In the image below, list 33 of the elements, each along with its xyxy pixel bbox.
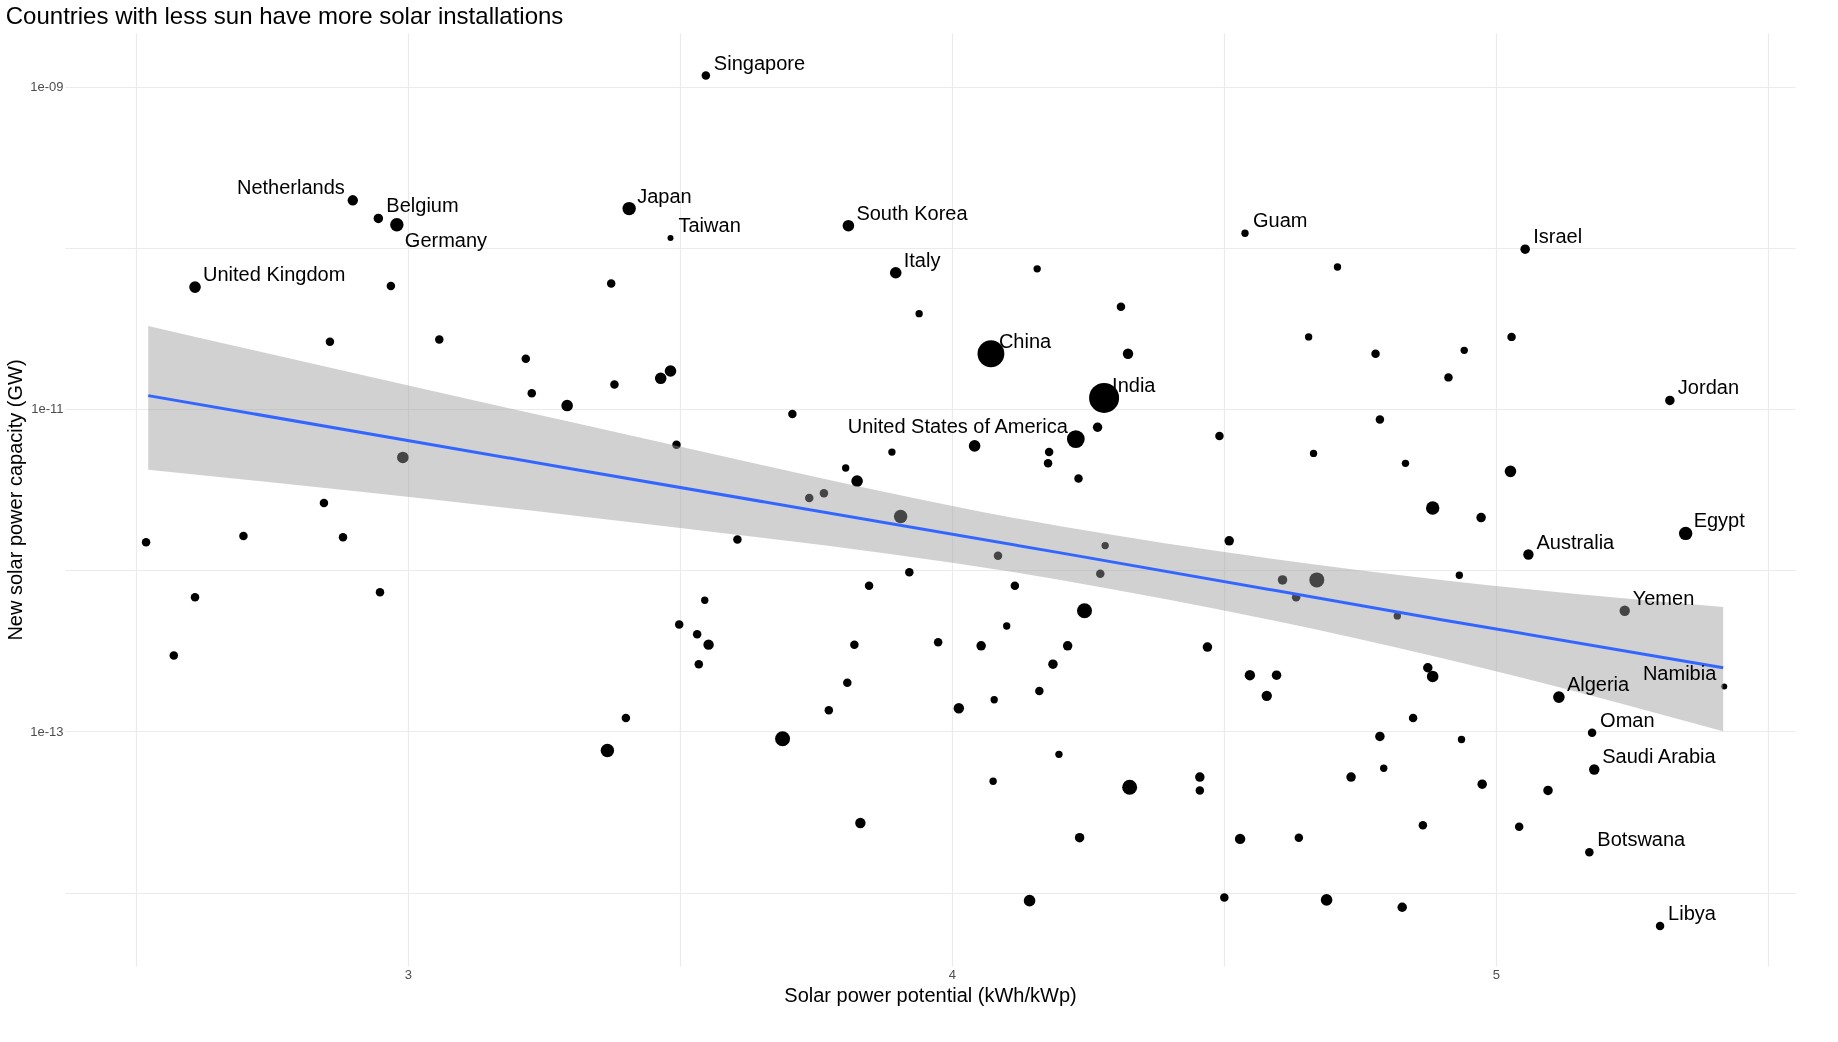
- annotation: Jordan: [1677, 376, 1740, 399]
- y-tick-label: 1e-11: [31, 401, 64, 417]
- annotation: Algeria: [1566, 673, 1631, 696]
- annotation: United States of America: [847, 415, 1069, 438]
- annotation: South Korea: [856, 201, 969, 224]
- annotation: China: [998, 329, 1053, 352]
- annotation: Singapore: [713, 51, 806, 74]
- y-tick-label: 1e-09: [30, 79, 64, 95]
- annotation: Libya: [1668, 901, 1717, 924]
- y-tick-label: 1e-13: [30, 723, 64, 739]
- x-axis-title: Solar power potential (kWh/kWp): [784, 983, 1077, 1006]
- x-tick-label: 3: [404, 966, 412, 982]
- annotation: Australia: [1536, 530, 1616, 553]
- annotation: Israel: [1533, 225, 1583, 248]
- annotation: Guam: [1252, 209, 1308, 232]
- annotation: Germany: [404, 228, 488, 251]
- annotation: United Kingdom: [203, 263, 346, 286]
- annotation: Botswana: [1597, 828, 1687, 851]
- annotation: Oman: [1600, 708, 1655, 731]
- annotation: Saudi Arabia: [1602, 745, 1717, 768]
- annotation: Taiwan: [678, 213, 741, 236]
- annotation: India: [1112, 373, 1157, 396]
- annotation: Belgium: [386, 194, 459, 217]
- annotation: Egypt: [1693, 509, 1746, 532]
- chart-title: Countries with less sun have more solar installations: [5, 2, 564, 29]
- y-axis-title: New solar power capacity (GW): [4, 359, 27, 641]
- annotation: Japan: [637, 184, 692, 207]
- annotation: Italy: [903, 248, 941, 271]
- x-tick-label: 4: [948, 966, 956, 982]
- annotation: Namibia: [1642, 662, 1718, 685]
- annotation: Yemen: [1632, 586, 1695, 609]
- x-tick-label: 5: [1492, 966, 1500, 982]
- annotation: Netherlands: [236, 176, 345, 199]
